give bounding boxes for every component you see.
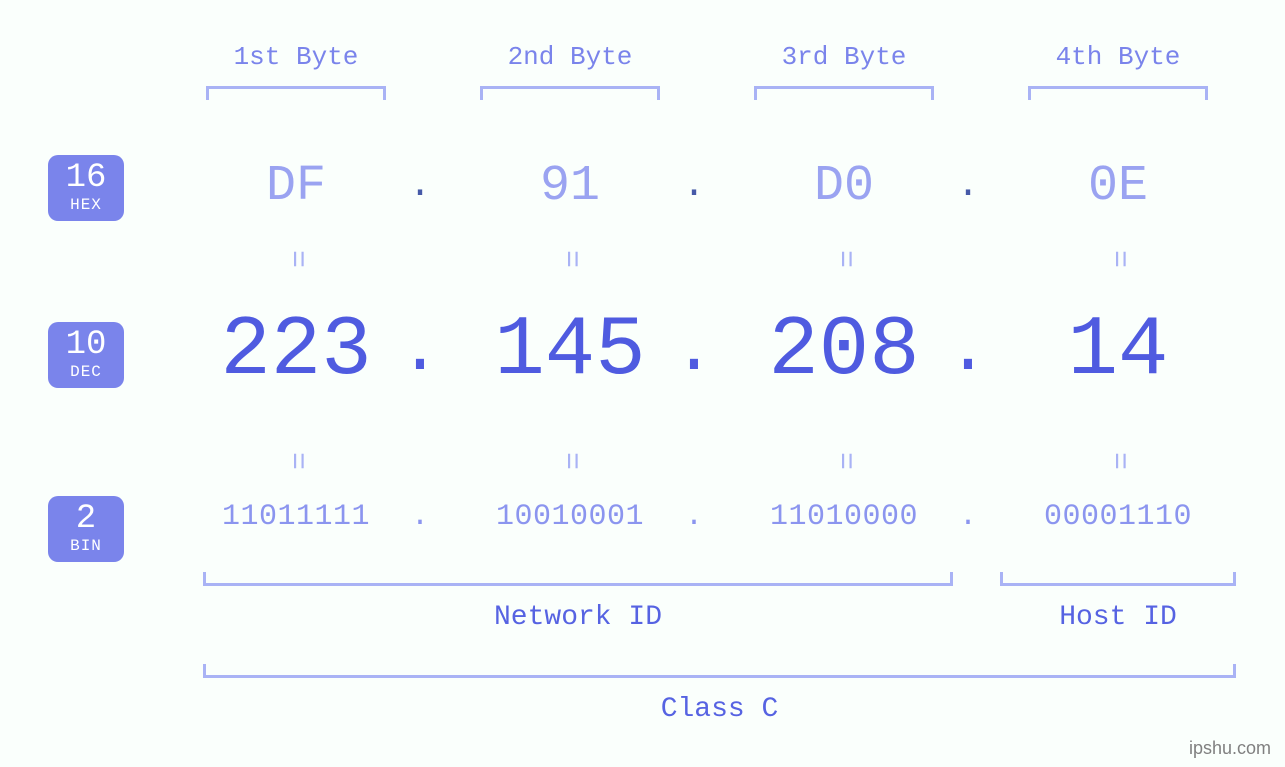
dec-dot-2: . xyxy=(670,312,718,391)
byte-label-1: 1st Byte xyxy=(191,42,401,72)
dec-byte-2: 145 xyxy=(465,304,675,399)
eq-dec-bin-1: = xyxy=(279,446,313,476)
dec-dot-1: . xyxy=(396,312,444,391)
hex-byte-1: DF xyxy=(191,158,401,215)
badge-bin-label: BIN xyxy=(48,538,124,555)
eq-hex-dec-3: = xyxy=(827,244,861,274)
hex-byte-2: 91 xyxy=(465,158,675,215)
byte-label-4: 4th Byte xyxy=(1013,42,1223,72)
badge-hex-base: 16 xyxy=(48,161,124,197)
class-bracket xyxy=(203,664,1236,678)
bin-byte-2: 10010001 xyxy=(445,500,695,534)
hex-byte-4: 0E xyxy=(1013,158,1223,215)
bin-byte-4: 00001110 xyxy=(993,500,1243,534)
dec-dot-3: . xyxy=(944,312,992,391)
eq-hex-dec-4: = xyxy=(1101,244,1135,274)
badge-dec: 10 DEC xyxy=(48,322,124,388)
byte-label-2: 2nd Byte xyxy=(465,42,675,72)
dec-byte-1: 223 xyxy=(191,304,401,399)
byte-label-3: 3rd Byte xyxy=(739,42,949,72)
host-id-bracket xyxy=(1000,572,1236,586)
hex-dot-1: . xyxy=(402,164,438,207)
eq-dec-bin-4: = xyxy=(1101,446,1135,476)
bin-dot-3: . xyxy=(956,500,980,534)
dec-byte-3: 208 xyxy=(739,304,949,399)
eq-dec-bin-2: = xyxy=(553,446,587,476)
top-bracket-3 xyxy=(754,86,934,100)
bin-dot-1: . xyxy=(408,500,432,534)
badge-hex: 16 HEX xyxy=(48,155,124,221)
eq-dec-bin-3: = xyxy=(827,446,861,476)
badge-bin-base: 2 xyxy=(48,502,124,538)
top-bracket-1 xyxy=(206,86,386,100)
badge-dec-label: DEC xyxy=(48,364,124,381)
host-id-label: Host ID xyxy=(1000,602,1236,633)
hex-byte-3: D0 xyxy=(739,158,949,215)
badge-dec-base: 10 xyxy=(48,328,124,364)
eq-hex-dec-2: = xyxy=(553,244,587,274)
hex-dot-2: . xyxy=(676,164,712,207)
badge-hex-label: HEX xyxy=(48,197,124,214)
top-bracket-4 xyxy=(1028,86,1208,100)
class-label: Class C xyxy=(203,694,1236,725)
bin-byte-3: 11010000 xyxy=(719,500,969,534)
watermark: ipshu.com xyxy=(1189,738,1271,759)
eq-hex-dec-1: = xyxy=(279,244,313,274)
bin-byte-1: 11011111 xyxy=(171,500,421,534)
hex-dot-3: . xyxy=(950,164,986,207)
network-id-label: Network ID xyxy=(203,602,953,633)
top-bracket-2 xyxy=(480,86,660,100)
badge-bin: 2 BIN xyxy=(48,496,124,562)
dec-byte-4: 14 xyxy=(1013,304,1223,399)
network-id-bracket xyxy=(203,572,953,586)
bin-dot-2: . xyxy=(682,500,706,534)
